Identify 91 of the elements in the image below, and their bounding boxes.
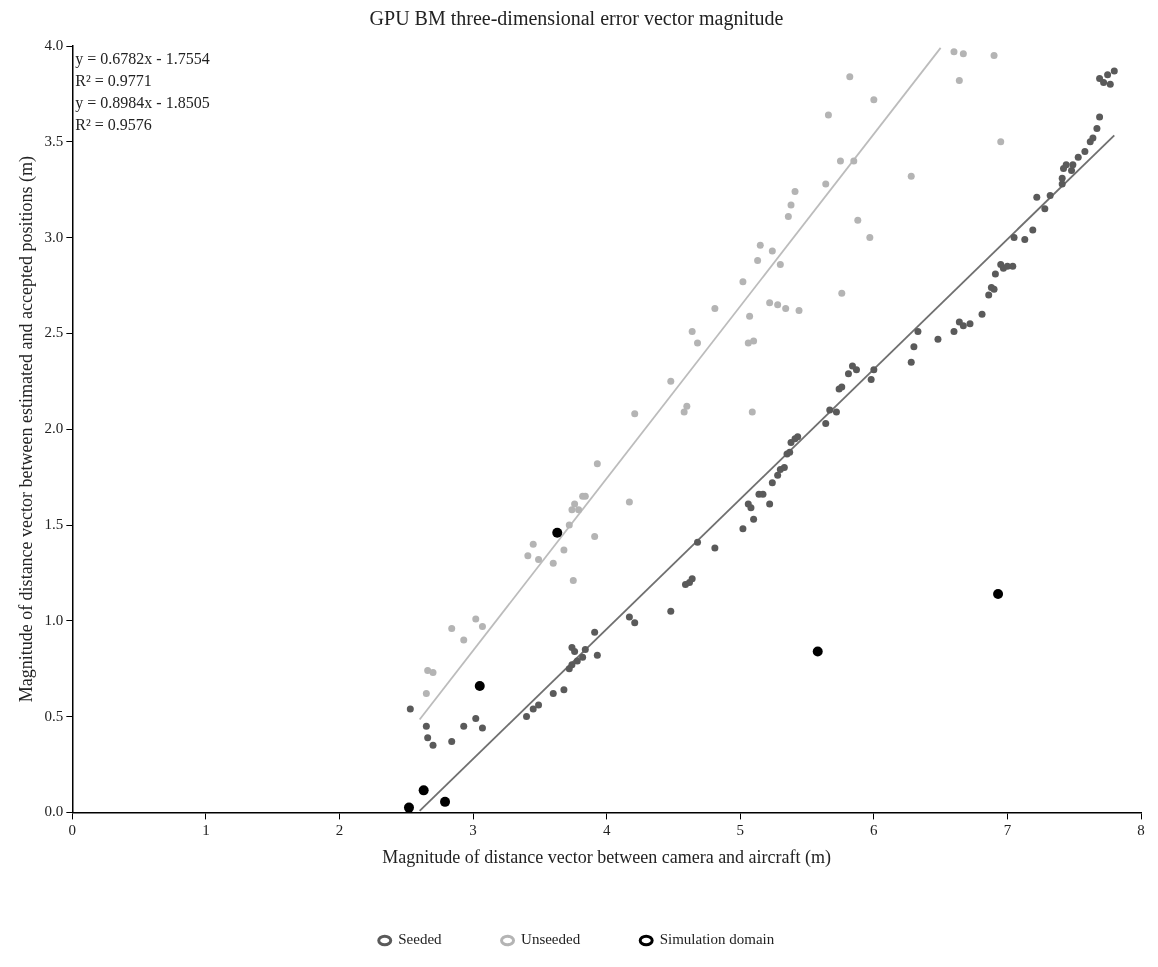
point [846, 73, 854, 81]
point [667, 377, 675, 385]
y-tick-label: 2.5 [44, 324, 64, 341]
legend-label: Unseeded [521, 931, 581, 948]
point [748, 408, 756, 416]
point [838, 289, 846, 297]
legend-label: Simulation domain [659, 931, 775, 948]
point [854, 216, 862, 224]
point [836, 157, 844, 165]
x-tick-label: 8 [1137, 822, 1145, 839]
point [694, 339, 702, 347]
point [776, 260, 784, 268]
point [422, 690, 430, 698]
point [683, 402, 691, 410]
point [822, 180, 830, 188]
point [575, 506, 583, 514]
annotation: R² = 0.9771 [75, 72, 152, 90]
x-tick-label: 1 [202, 822, 210, 839]
point [571, 500, 579, 508]
point [787, 201, 795, 209]
y-tick-label: 3.0 [44, 228, 64, 245]
x-tick-label: 4 [602, 822, 611, 839]
point [754, 257, 762, 265]
x-tick-label: 5 [736, 822, 745, 839]
y-tick-label: 1.5 [44, 515, 64, 532]
annotation: y = 0.8984x - 1.8505 [75, 94, 210, 113]
annotation: R² = 0.9576 [75, 116, 152, 134]
point [784, 213, 792, 221]
point [795, 306, 803, 314]
point [591, 533, 599, 540]
point [782, 304, 790, 312]
point [625, 498, 633, 506]
point [569, 577, 577, 585]
point [959, 50, 967, 58]
y-tick-label: 2.0 [44, 420, 64, 437]
annotation: y = 0.6782x - 1.7554 [75, 50, 210, 69]
x-tick-label: 3 [469, 822, 477, 839]
point [774, 301, 782, 309]
point [812, 646, 823, 657]
point [950, 48, 958, 56]
point [768, 247, 776, 255]
point [440, 796, 451, 807]
point [448, 624, 456, 632]
point [529, 540, 537, 548]
point [824, 111, 832, 119]
point [474, 680, 485, 691]
legend-label: Seeded [398, 931, 443, 948]
point [750, 337, 758, 345]
point [524, 552, 532, 560]
y-tick-label: 4.0 [44, 36, 64, 53]
point [429, 669, 437, 677]
y-tick-label: 1.0 [44, 611, 64, 628]
point [990, 52, 998, 60]
point [472, 615, 480, 623]
y-tick-label: 3.5 [44, 132, 64, 149]
point [746, 312, 754, 320]
y-tick-label: 0.0 [44, 803, 64, 820]
point [739, 278, 747, 286]
x-tick-label: 2 [335, 822, 344, 839]
point [866, 234, 874, 242]
point [756, 241, 764, 249]
x-tick-label: 6 [870, 822, 879, 839]
x-tick-label: 7 [1003, 822, 1012, 839]
point [560, 546, 568, 554]
point [955, 76, 963, 84]
point [593, 460, 601, 468]
point [403, 802, 414, 813]
chart-title: GPU BM three-dimensional error vector magnitude [369, 7, 784, 31]
point [565, 521, 573, 529]
point [478, 623, 486, 631]
point [552, 527, 563, 538]
point [460, 636, 468, 644]
x-tick-label: 0 [68, 822, 77, 839]
y-axis-title: Magnitude of distance vector between estimated and accepted positions (m) [15, 156, 37, 703]
point [791, 188, 799, 196]
y-tick-label: 0.5 [44, 707, 64, 724]
point [907, 172, 915, 180]
point [993, 588, 1004, 599]
point [424, 667, 432, 675]
point [631, 410, 639, 418]
point [549, 559, 557, 567]
point [850, 157, 858, 165]
point [997, 138, 1005, 146]
point [711, 304, 719, 312]
point [688, 327, 696, 335]
point [766, 299, 774, 307]
x-axis-title: Magnitude of distance vector between camera and aircraft (m) [382, 846, 832, 868]
point [418, 785, 429, 796]
point [535, 555, 543, 563]
point [870, 96, 878, 104]
point [568, 506, 576, 514]
